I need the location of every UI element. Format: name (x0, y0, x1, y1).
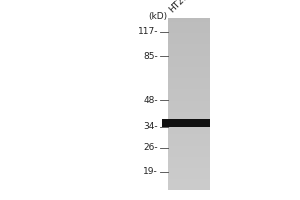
Text: 117-: 117- (137, 27, 158, 36)
Text: (kD): (kD) (148, 12, 167, 21)
Text: 48-: 48- (143, 96, 158, 105)
Text: 19-: 19- (143, 167, 158, 176)
Text: 85-: 85- (143, 52, 158, 61)
Text: 26-: 26- (143, 143, 158, 152)
Text: HT29: HT29 (168, 0, 190, 14)
Text: 34-: 34- (143, 122, 158, 131)
Bar (162, 119, 210, 127)
